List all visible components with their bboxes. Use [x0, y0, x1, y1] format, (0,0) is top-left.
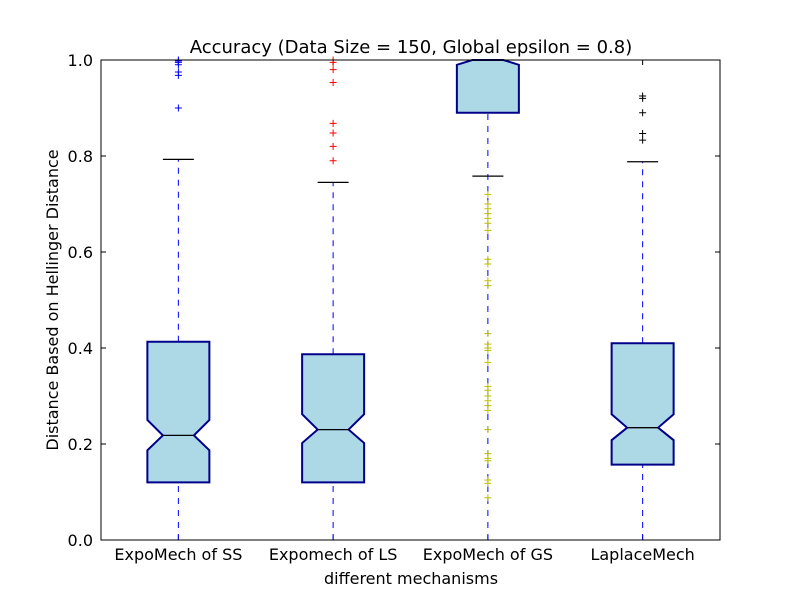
outlier-point [484, 494, 492, 502]
outlier-point [329, 157, 337, 165]
y-tick-label: 0.6 [68, 243, 93, 262]
outlier-point [329, 119, 337, 127]
outlier-point [484, 457, 492, 465]
outlier-point [484, 346, 492, 354]
outlier-point [484, 479, 492, 487]
y-tick-label: 1.0 [68, 51, 93, 70]
outlier-point [174, 68, 182, 76]
y-tick-label: 0.4 [68, 339, 93, 358]
y-tick-label: 0.2 [68, 435, 93, 454]
outlier-point [174, 104, 182, 112]
y-axis-label: Distance Based on Hellinger Distance [43, 149, 62, 450]
outlier-point [484, 219, 492, 227]
outlier-point [484, 426, 492, 434]
y-tick-label: 0.8 [68, 147, 93, 166]
outlier-point [484, 226, 492, 234]
chart-title: Accuracy (Data Size = 150, Global epsilo… [190, 37, 633, 58]
outlier-point [639, 129, 647, 137]
outlier-point [329, 66, 337, 74]
box [146, 340, 211, 484]
outlier-point [484, 406, 492, 414]
outlier-point [639, 136, 647, 144]
outlier-point [329, 79, 337, 87]
outlier-point [639, 92, 647, 100]
outlier-point [484, 330, 492, 338]
x-axis-label: different mechanisms [324, 569, 498, 588]
outlier-point [329, 129, 337, 137]
x-tick-label: Expomech of LS [269, 545, 398, 564]
plot-frame [100, 59, 721, 541]
x-tick-label: ExpoMech of SS [114, 545, 242, 564]
outlier-point [484, 282, 492, 290]
box [455, 59, 520, 114]
plot-area: 0.0 0.2 0.4 0.6 0.8 1.0 ExpoMech of SS Expomech… [68, 51, 720, 564]
outlier-point [329, 142, 337, 150]
outlier-point [484, 358, 492, 366]
outlier-point [484, 260, 492, 268]
outlier-point [484, 190, 492, 198]
box [301, 353, 366, 484]
outlier-point [639, 109, 647, 117]
box [610, 342, 675, 466]
x-tick-label: LaplaceMech [590, 545, 694, 564]
y-tick-label: 0.0 [68, 531, 93, 550]
x-tick-label: ExpoMech of GS [423, 545, 553, 564]
